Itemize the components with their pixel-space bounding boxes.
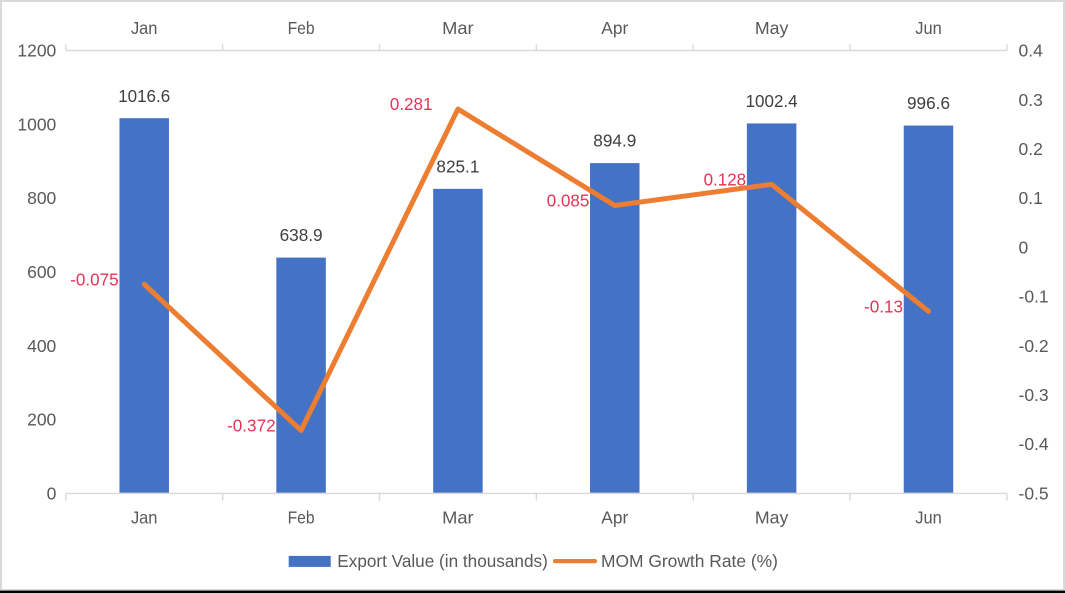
- svg-text:May: May: [755, 507, 789, 527]
- svg-text:825.1: 825.1: [436, 156, 479, 176]
- svg-text:Jun: Jun: [915, 18, 942, 38]
- svg-text:-0.075: -0.075: [70, 269, 119, 289]
- svg-text:-0.4: -0.4: [1019, 434, 1049, 454]
- svg-text:MOM Growth Rate (%): MOM Growth Rate (%): [601, 551, 778, 571]
- svg-text:1200: 1200: [17, 41, 56, 61]
- svg-text:Apr: Apr: [601, 18, 628, 38]
- svg-text:-0.2: -0.2: [1019, 336, 1049, 356]
- svg-text:0.2: 0.2: [1019, 139, 1043, 159]
- svg-text:Feb: Feb: [288, 507, 315, 527]
- svg-text:-0.3: -0.3: [1019, 385, 1049, 405]
- svg-text:1000: 1000: [17, 114, 56, 134]
- svg-text:-0.13: -0.13: [864, 296, 903, 316]
- svg-text:Export Value (in thousands): Export Value (in thousands): [337, 551, 548, 571]
- svg-text:Apr: Apr: [601, 507, 628, 527]
- svg-text:Jan: Jan: [131, 507, 158, 527]
- svg-text:996.6: 996.6: [907, 93, 950, 113]
- svg-text:Feb: Feb: [288, 18, 315, 38]
- svg-text:May: May: [755, 18, 789, 38]
- svg-text:0.1: 0.1: [1019, 188, 1043, 208]
- svg-text:Jun: Jun: [915, 507, 942, 527]
- svg-text:0.128: 0.128: [704, 169, 747, 189]
- svg-text:1016.6: 1016.6: [118, 86, 170, 106]
- svg-text:800: 800: [27, 188, 56, 208]
- svg-text:200: 200: [27, 410, 56, 430]
- svg-text:0.281: 0.281: [390, 94, 433, 114]
- svg-text:894.9: 894.9: [593, 131, 636, 151]
- svg-text:0: 0: [1019, 237, 1029, 257]
- svg-text:-0.1: -0.1: [1019, 287, 1049, 307]
- svg-text:1002.4: 1002.4: [746, 91, 798, 111]
- svg-text:-0.372: -0.372: [227, 415, 276, 435]
- svg-text:Mar: Mar: [442, 507, 474, 527]
- svg-text:400: 400: [27, 336, 56, 356]
- svg-text:Jan: Jan: [131, 18, 158, 38]
- svg-text:0.3: 0.3: [1019, 90, 1043, 110]
- svg-text:0.085: 0.085: [547, 191, 590, 211]
- svg-text:600: 600: [27, 262, 56, 282]
- svg-text:0: 0: [47, 483, 57, 503]
- svg-text:0.4: 0.4: [1019, 41, 1044, 61]
- svg-text:-0.5: -0.5: [1019, 483, 1049, 503]
- svg-text:638.9: 638.9: [280, 225, 323, 245]
- svg-text:Mar: Mar: [442, 18, 474, 38]
